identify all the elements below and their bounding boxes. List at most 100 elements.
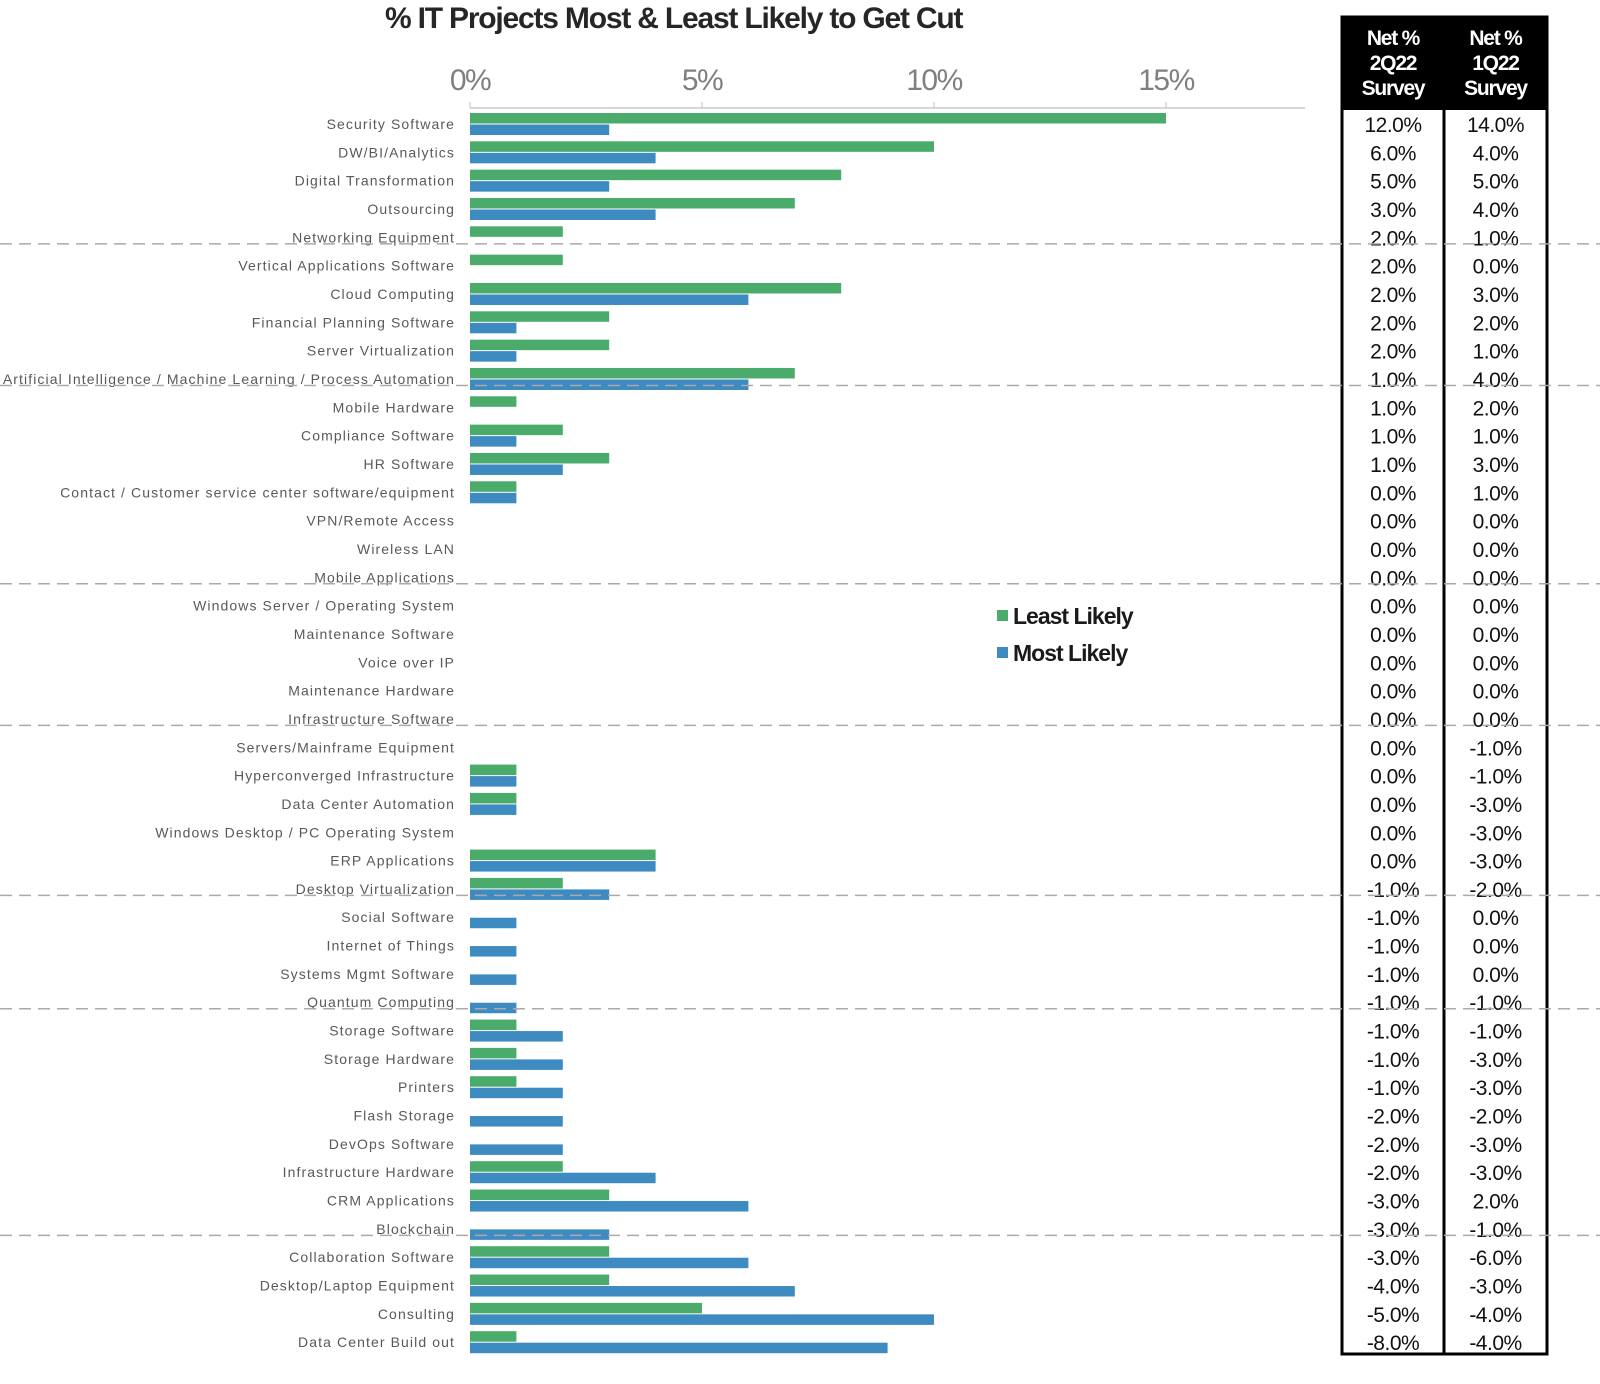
bars [470,113,1166,1354]
category-labels: Security Software DW/BI/Analytics Digital … [3,116,455,1350]
bar-least-likely [470,367,795,379]
bar-most-likely [470,1116,563,1127]
category-label: Hyperconverged Infrastructure [234,768,455,784]
x-tick-label: 5% [682,64,723,97]
bar-least-likely [470,1331,517,1342]
table-cell-net-2q22: -8.0% [1367,1332,1419,1355]
category-label: Storage Hardware [324,1051,455,1067]
category-label: Mobile Hardware [333,399,455,415]
table-cell-net-2q22: 0.0% [1370,596,1416,619]
table-cell-net-2q22: 6.0% [1370,142,1416,165]
category-label: Infrastructure Software [288,711,455,727]
category-label: Wireless LAN [357,541,455,557]
table-cell-net-2q22: -4.0% [1367,1276,1419,1299]
bar-most-likely [470,1314,934,1325]
bar-least-likely [470,1019,517,1031]
table-cell-net-1q22: 0.0% [1473,709,1519,732]
table-cell-net-1q22: 0.0% [1473,964,1519,987]
table-cell-net-2q22: 1.0% [1370,454,1416,477]
bar-most-likely [470,1257,749,1269]
bar-most-likely [470,152,656,164]
table-cell-net-1q22: 4.0% [1473,142,1519,165]
bar-least-likely [470,849,656,861]
table-cell-net-1q22: 0.0% [1473,907,1519,930]
bar-most-likely [470,1031,563,1042]
category-label: Storage Software [329,1023,455,1039]
table-cell-net-1q22: -3.0% [1469,794,1521,817]
category-label: Blockchain [376,1221,455,1237]
bar-least-likely [470,1274,610,1286]
bar-most-likely [470,209,656,220]
bar-least-likely [470,169,842,181]
bar-least-likely [470,1302,702,1314]
table-cell-net-1q22: -2.0% [1469,1106,1521,1129]
table-cell-net-1q22: 14.0% [1467,114,1524,137]
table-cell-net-2q22: 0.0% [1370,737,1416,760]
category-label: Flash Storage [354,1108,455,1124]
table-cell-net-2q22: -1.0% [1367,1021,1419,1044]
category-label: CRM Applications [327,1193,455,1209]
table-cell-net-2q22: 0.0% [1370,539,1416,562]
table-column-header: 1Q22 [1472,52,1519,75]
bar-most-likely [470,1144,563,1155]
bar-least-likely [470,452,610,464]
bar-most-likely [470,492,517,504]
table-cell-net-2q22: -1.0% [1367,992,1419,1015]
table-cell-net-2q22: 0.0% [1370,567,1416,590]
bar-least-likely [470,311,610,322]
category-label: Outsourcing [367,201,455,217]
bar-least-likely [470,481,517,492]
table-cell-net-1q22: 0.0% [1473,567,1519,590]
bar-most-likely [470,322,517,334]
bar-most-likely [470,804,517,815]
table-cell-net-2q22: 1.0% [1370,426,1416,449]
category-label: Servers/Mainframe Equipment [236,739,455,755]
table-cell-net-1q22: -3.0% [1469,1134,1521,1157]
table-cell-net-2q22: 0.0% [1370,709,1416,732]
bar-least-likely [470,197,795,209]
table-cell-net-2q22: 2.0% [1370,341,1416,364]
category-label: DW/BI/Analytics [338,144,455,160]
category-label: Desktop/Laptop Equipment [260,1278,455,1294]
x-tick-label: 15% [1138,64,1194,97]
table-cell-net-2q22: -2.0% [1367,1134,1419,1157]
bar-most-likely [470,464,563,475]
table-cell-net-2q22: 0.0% [1370,652,1416,675]
bar-most-likely [470,181,610,192]
table-cell-net-1q22: 0.0% [1473,624,1519,647]
table-cell-net-1q22: 2.0% [1473,397,1519,420]
table-column-header: Survey [1464,77,1528,100]
table-cell-net-1q22: -3.0% [1469,851,1521,874]
table-cell-net-1q22: -3.0% [1469,822,1521,845]
table-cell-net-1q22: -2.0% [1469,879,1521,902]
table-cell-net-1q22: 2.0% [1473,312,1519,335]
bar-most-likely [470,436,517,447]
table-column-header: Net % [1469,27,1523,50]
bar-least-likely [470,792,517,804]
category-label: Social Software [341,909,455,925]
bar-most-likely [470,1342,888,1354]
category-label: Financial Planning Software [252,314,455,330]
bar-most-likely [470,1002,517,1014]
bar-most-likely [470,1201,749,1212]
bar-most-likely [470,1172,656,1184]
category-label: Windows Desktop / PC Operating System [155,824,455,840]
category-label: Quantum Computing [307,994,455,1010]
bar-least-likely [470,1189,610,1201]
table-cell-net-1q22: 0.0% [1473,511,1519,534]
bar-least-likely [470,764,517,776]
legend-swatch-least-likely [997,610,1008,621]
bar-most-likely [470,1059,563,1070]
table-cell-net-2q22: 1.0% [1370,369,1416,392]
bar-least-likely [470,113,1166,124]
table-cell-net-1q22: -1.0% [1469,1219,1521,1242]
table-cell-net-2q22: -1.0% [1367,936,1419,959]
bar-least-likely [470,424,563,436]
table-cell-net-1q22: -3.0% [1469,1276,1521,1299]
table-cell-net-1q22: -3.0% [1469,1049,1521,1072]
bar-most-likely [470,917,517,929]
table-cell-net-2q22: 12.0% [1364,114,1421,137]
category-label: Contact / Customer service center softwa… [60,484,455,500]
table-cell-net-1q22: 0.0% [1473,681,1519,704]
